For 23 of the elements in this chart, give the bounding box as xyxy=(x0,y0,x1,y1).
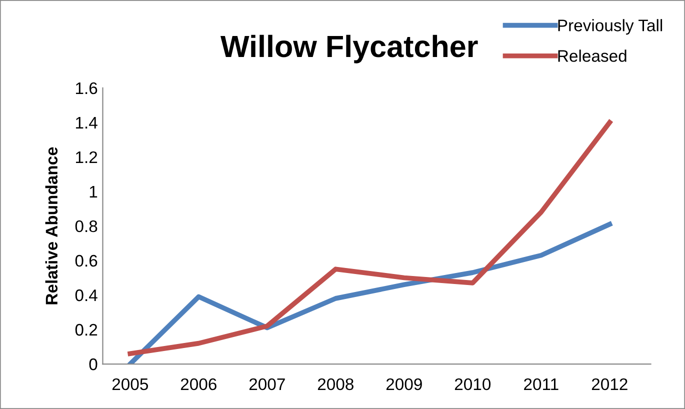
x-tick-label: 2005 xyxy=(112,378,148,390)
x-tick-label: 2012 xyxy=(592,378,628,390)
y-tick-label: 0.2 xyxy=(75,324,98,336)
x-tick-label: 2011 xyxy=(524,378,558,390)
y-tick-label: 1.6 xyxy=(76,82,98,94)
y-tick-label: 1 xyxy=(90,186,98,198)
x-tick-label: 2008 xyxy=(318,378,354,390)
y-tick-label: 0 xyxy=(89,358,98,370)
y-tick-label: 0.8 xyxy=(75,220,98,232)
line-series xyxy=(128,222,612,364)
x-tick-label: 2006 xyxy=(180,378,216,390)
y-tick-label: 0.4 xyxy=(75,289,98,302)
y-tick-label: 0.6 xyxy=(75,254,98,267)
y-tick-label: 1.2 xyxy=(76,151,98,163)
legend-label: Previously Tall xyxy=(558,19,662,35)
y-tick-label: 1.4 xyxy=(76,117,98,128)
line-series xyxy=(128,120,612,356)
x-tick-label: 2009 xyxy=(386,378,422,390)
legend-label: Released xyxy=(558,50,626,62)
chart-title: Willow Flycatcher xyxy=(220,34,478,64)
x-tick-label: 2010 xyxy=(454,378,491,390)
x-tick-label: 2007 xyxy=(249,378,285,390)
y-axis-title: Relative Abundance xyxy=(45,147,58,304)
